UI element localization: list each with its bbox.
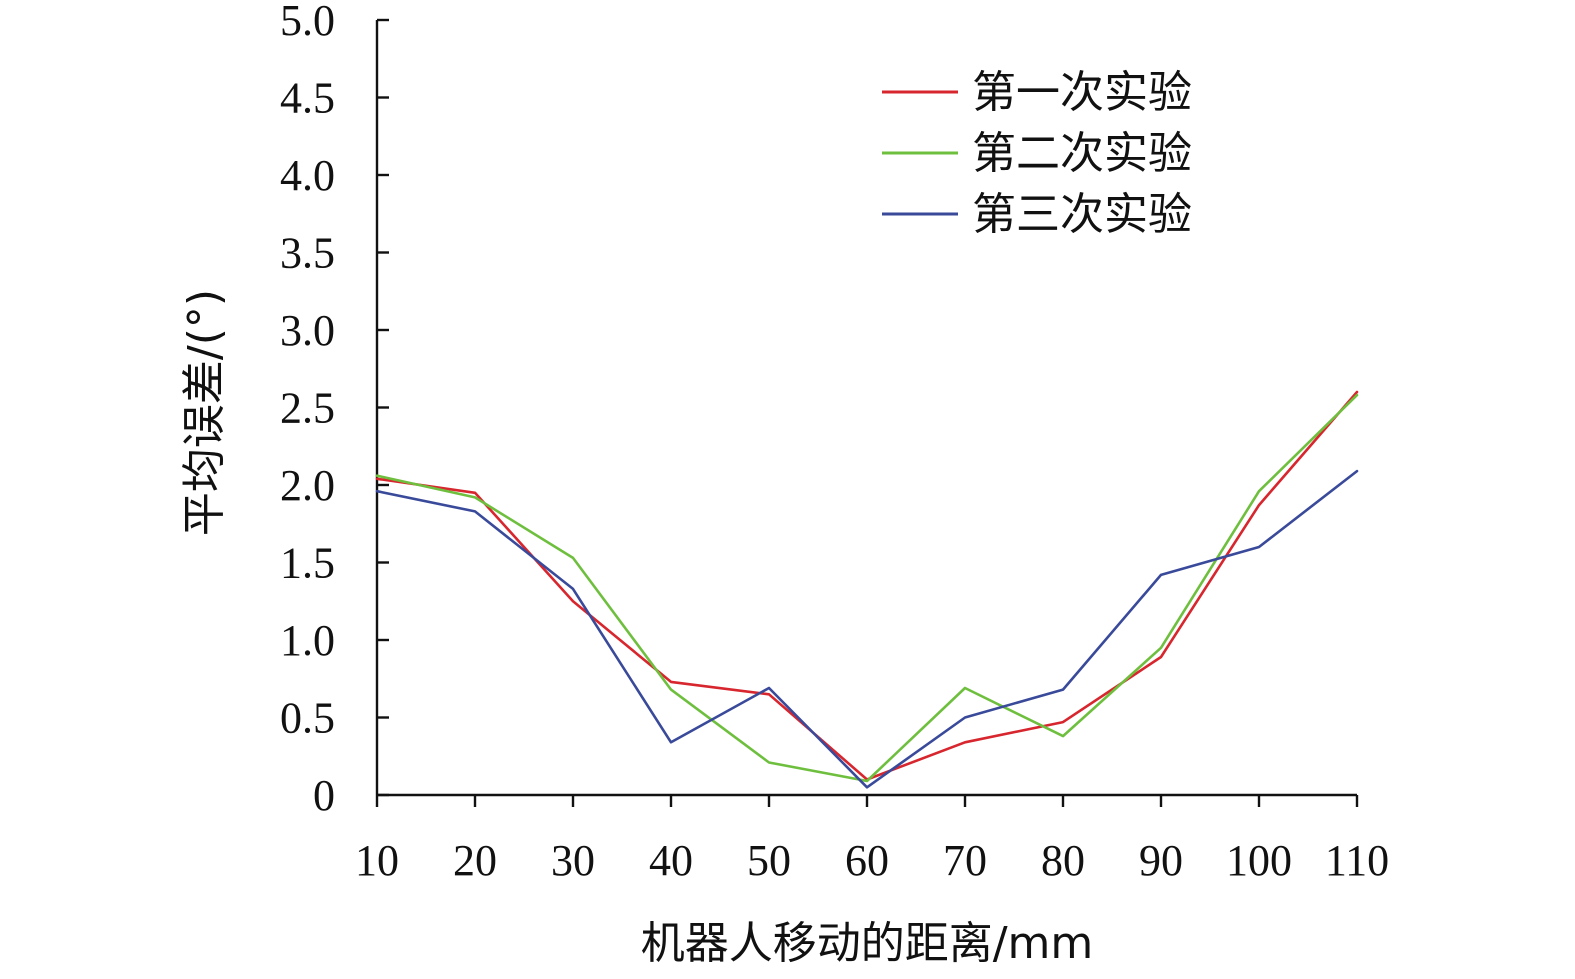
x-tick-label: 80 [1041, 836, 1085, 885]
x-tick-label: 110 [1325, 836, 1389, 885]
legend-label-2: 第二次实验 [972, 128, 1192, 179]
x-tick-label: 20 [453, 836, 497, 885]
series-line-2 [375, 393, 1359, 783]
x-tick-label: 90 [1139, 836, 1183, 885]
y-tick-label: 4.5 [280, 74, 335, 123]
ticks: 0 0.5 1.0 1.5 2.0 2.5 3.0 3.5 4.0 4.5 5.0 10 20 30 40 5… [280, 0, 1389, 885]
legend-label-3: 第三次实验 [972, 189, 1192, 240]
x-tick-label: 100 [1226, 836, 1292, 885]
y-tick-label: 0 [313, 771, 335, 820]
y-axis-title: 平均误差/(°) [179, 289, 230, 536]
y-tick-label: 4.0 [280, 151, 335, 200]
x-tick-label: 40 [649, 836, 693, 885]
x-tick-label: 30 [551, 836, 595, 885]
series-line-1 [375, 390, 1359, 781]
y-tick-label: 1.0 [280, 616, 335, 665]
x-axis-title: 机器人移动的距离/mm [641, 918, 1094, 969]
y-tick-label: 0.5 [280, 694, 335, 743]
axes [375, 20, 1357, 797]
series-lines [375, 390, 1359, 789]
x-tick-label: 60 [845, 836, 889, 885]
x-tick-label: 70 [943, 836, 987, 885]
y-tick-label: 3.5 [280, 229, 335, 278]
x-tick-label: 10 [355, 836, 399, 885]
y-tick-label: 5.0 [280, 0, 335, 45]
legend-label-1: 第一次实验 [972, 67, 1192, 118]
y-tick-label: 1.5 [280, 539, 335, 588]
series-line-3 [375, 469, 1359, 789]
y-tick-label: 2.5 [280, 384, 335, 433]
x-tick-label: 50 [747, 836, 791, 885]
y-tick-label: 3.0 [280, 306, 335, 355]
y-tick-label: 2.0 [280, 461, 335, 510]
